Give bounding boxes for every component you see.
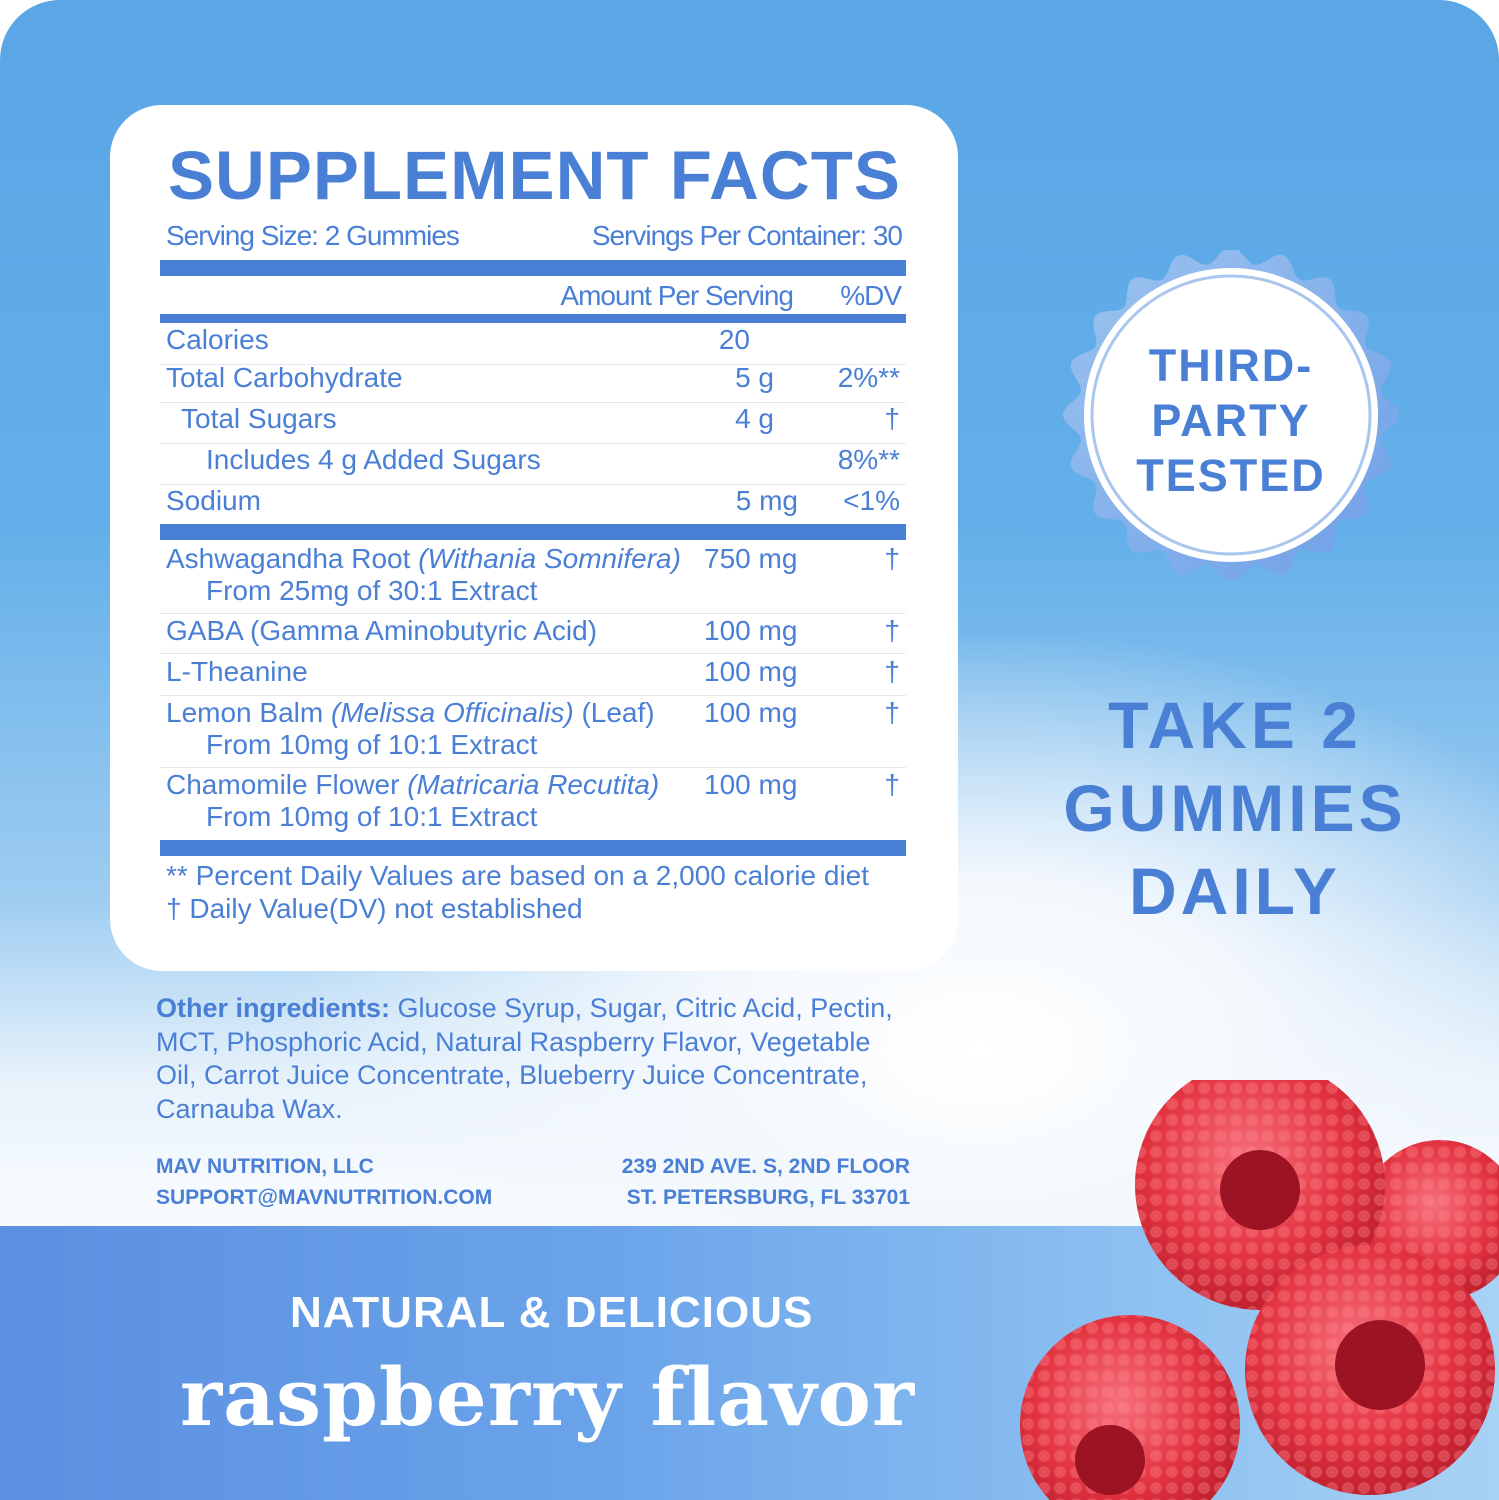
raspberry xyxy=(1245,1245,1495,1495)
divider-thick xyxy=(160,840,906,856)
nutrient-name: Sodium xyxy=(166,485,261,516)
ingredient-name-line: GABA (Gamma Aminobutyric Acid) xyxy=(166,615,597,647)
nutrient-amount: 4 g xyxy=(735,403,774,434)
company-address: 239 2ND AVE. S, 2ND FLOOR ST. PETERSBURG… xyxy=(622,1151,910,1213)
nutrient-name: Includes 4 g Added Sugars xyxy=(206,444,541,475)
company-info: MAV NUTRITION, LLC SUPPORT@MAVNUTRITION.… xyxy=(156,1151,492,1213)
nutrient-row: Includes 4 g Added Sugars 8%** xyxy=(160,444,906,485)
ingredient-name-line: Lemon Balm (Melissa Officinalis) (Leaf) xyxy=(166,697,655,729)
ingredient-row: GABA (Gamma Aminobutyric Acid) 100 mg † xyxy=(160,613,906,654)
other-ingredients-label: Other ingredients: xyxy=(156,993,391,1023)
footnote-daily-values: ** Percent Daily Values are based on a 2… xyxy=(166,860,870,891)
other-ingredients: Other ingredients: Glucose Syrup, Sugar,… xyxy=(156,992,896,1126)
ingredient-name: Chamomile Flower xyxy=(166,769,400,800)
flavor-tagline: NATURAL & DELICIOUS xyxy=(290,1288,814,1337)
nutrient-name: Total Carbohydrate xyxy=(166,362,403,393)
col-dv-header: %DV xyxy=(840,280,902,311)
ingredient-latin-name: (Matricaria Recutita) xyxy=(407,769,660,800)
divider xyxy=(160,314,906,323)
ingredient-row: Ashwagandha Root (Withania Somnifera) Fro… xyxy=(160,541,906,614)
nutrient-dv: † xyxy=(884,403,900,434)
ingredient-latin-name: (Melissa Officinalis) xyxy=(330,697,574,728)
badge-line: THIRD- xyxy=(1148,340,1314,391)
nutrient-dv: <1% xyxy=(843,485,900,516)
nutrient-row: Calories 20 xyxy=(160,324,906,365)
ingredient-extract: From 25mg of 30:1 Extract xyxy=(206,575,538,606)
company-name: MAV NUTRITION, LLC xyxy=(156,1155,374,1178)
directions-line: TAKE 2 xyxy=(1108,688,1362,762)
nutrient-row: Total Carbohydrate 5 g 2%** xyxy=(160,362,906,403)
directions-line: GUMMIES xyxy=(1063,771,1407,845)
third-party-seal-icon xyxy=(1063,250,1399,580)
nutrient-name: Calories xyxy=(166,324,269,355)
ingredient-amount: 100 mg xyxy=(704,656,798,687)
ingredient-name: Lemon Balm xyxy=(166,697,324,728)
ingredient-dv: † xyxy=(884,615,900,646)
ingredient-dv: † xyxy=(884,697,900,728)
ingredient-name-line: Ashwagandha Root (Withania Somnifera) xyxy=(166,543,681,575)
nutrient-row: Total Sugars 4 g † xyxy=(160,403,906,444)
ingredient-latin-name: (Withania Somnifera) xyxy=(418,543,681,574)
nutrient-amount: 5 g xyxy=(735,362,774,393)
facts-title: SUPPLEMENT FACTS xyxy=(168,137,901,214)
ingredient-extract: From 10mg of 10:1 Extract xyxy=(206,801,538,832)
third-party-tested-badge: THIRD- PARTY TESTED xyxy=(1090,338,1372,503)
divider-thick xyxy=(160,524,906,540)
col-amount-header: Amount Per Serving xyxy=(560,280,794,311)
badge-line: PARTY xyxy=(1151,395,1311,446)
nutrient-dv: 2%** xyxy=(837,362,900,393)
ingredient-dv: † xyxy=(884,543,900,574)
ingredient-amount: 100 mg xyxy=(704,769,798,800)
nutrient-dv: 8%** xyxy=(837,444,900,475)
servings-per-container: Servings Per Container: 30 xyxy=(591,220,903,251)
ingredient-dv: † xyxy=(884,656,900,687)
directions: TAKE 2 GUMMIES DAILY xyxy=(1030,684,1440,933)
other-ingredients-text: Glucose Syrup, Sugar, Citric Acid, Pecti… xyxy=(156,993,893,1124)
ingredient-name-line: L-Theanine xyxy=(166,656,308,688)
nutrient-amount: 5 mg xyxy=(735,485,798,516)
ingredient-row: Chamomile Flower (Matricaria Recutita) Fr… xyxy=(160,767,906,839)
ingredient-row: Lemon Balm (Melissa Officinalis) (Leaf) F… xyxy=(160,695,906,768)
ingredient-name: Ashwagandha Root xyxy=(166,543,411,574)
nutrient-amount: 20 xyxy=(718,324,750,355)
address-line2: ST. PETERSBURG, FL 33701 xyxy=(626,1186,910,1209)
raspberry xyxy=(1020,1315,1240,1500)
company-email: SUPPORT@MAVNUTRITION.COM xyxy=(156,1186,493,1209)
directions-line: DAILY xyxy=(1129,854,1341,928)
ingredient-name: GABA (Gamma Aminobutyric Acid) xyxy=(166,615,598,646)
raspberries-image xyxy=(1020,1080,1499,1500)
ingredient-name-line: Chamomile Flower (Matricaria Recutita) xyxy=(166,769,659,801)
footnote-dv-not-established: † Daily Value(DV) not established xyxy=(166,893,583,924)
flavor-name: raspberry flavor xyxy=(180,1350,916,1444)
ingredient-dv: † xyxy=(884,769,900,800)
divider-thick xyxy=(160,260,906,276)
address-line1: 239 2ND AVE. S, 2ND FLOOR xyxy=(621,1155,910,1178)
ingredient-amount: 100 mg xyxy=(704,697,798,728)
raspberry xyxy=(1135,1080,1385,1310)
nutrient-name: Total Sugars xyxy=(181,403,337,434)
ingredient-part: (Leaf) xyxy=(581,697,655,728)
ingredient-amount: 750 mg xyxy=(704,543,798,574)
ingredient-row: L-Theanine 100 mg † xyxy=(160,654,906,696)
ingredient-extract: From 10mg of 10:1 Extract xyxy=(206,729,538,760)
nutrient-row: Sodium 5 mg <1% xyxy=(160,485,906,523)
serving-size: Serving Size: 2 Gummies xyxy=(166,220,460,251)
ingredient-amount: 100 mg xyxy=(704,615,798,646)
ingredient-name: L-Theanine xyxy=(166,656,308,687)
badge-line: TESTED xyxy=(1136,450,1326,501)
